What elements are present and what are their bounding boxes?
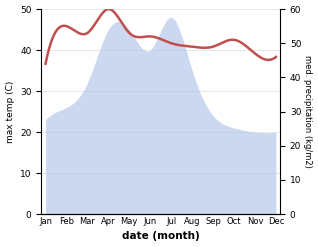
X-axis label: date (month): date (month) — [122, 231, 200, 242]
Y-axis label: med. precipitation (kg/m2): med. precipitation (kg/m2) — [303, 55, 313, 168]
Y-axis label: max temp (C): max temp (C) — [5, 80, 15, 143]
